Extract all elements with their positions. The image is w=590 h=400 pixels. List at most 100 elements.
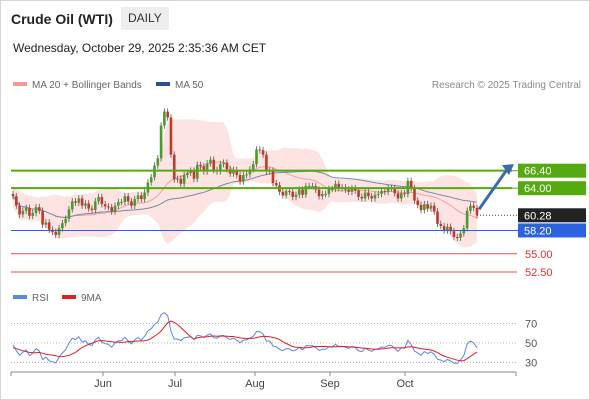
candle-body (475, 207, 479, 216)
timeframe-badge[interactable]: DAILY (121, 7, 169, 30)
last-price-box (518, 208, 586, 223)
candle-body (87, 203, 90, 209)
candle-body (274, 183, 278, 186)
candle (380, 187, 383, 198)
candle (107, 203, 110, 211)
candle (360, 193, 364, 202)
candle (396, 190, 400, 202)
ma50-swatch (156, 82, 170, 87)
candle-body (255, 149, 258, 165)
candle-body (446, 226, 449, 231)
candle (67, 206, 71, 223)
candle-body (199, 164, 202, 167)
candle (209, 156, 212, 167)
candle (423, 200, 426, 214)
candle (255, 146, 258, 168)
candle-body (44, 222, 48, 225)
candle (97, 193, 100, 205)
candle-body (156, 158, 160, 166)
candle-body (321, 194, 324, 197)
candle (465, 207, 469, 232)
rsi-ma9-line (12, 320, 478, 362)
candle (90, 205, 94, 214)
candle (242, 171, 245, 185)
candle-body (426, 204, 429, 209)
x-tick-label: Oct (396, 378, 413, 390)
candle (182, 171, 186, 188)
candle-body (347, 189, 350, 192)
candle-body (34, 207, 38, 213)
candle (373, 191, 377, 202)
candle-body (136, 195, 140, 200)
candle-body (110, 207, 114, 212)
candle (41, 207, 44, 228)
candle (429, 202, 433, 212)
candle-body (383, 191, 387, 193)
candle-body (11, 194, 15, 197)
candle-body (24, 207, 28, 211)
resistance-box (518, 181, 586, 196)
candle-body (386, 188, 390, 192)
candle-body (353, 188, 357, 191)
candle (189, 167, 193, 177)
candle (469, 202, 472, 215)
candle (235, 166, 239, 179)
candle (475, 204, 479, 219)
candle (159, 122, 163, 162)
candle-body (373, 194, 377, 199)
candle-body (472, 205, 476, 208)
candle-body (14, 196, 18, 206)
candle (367, 189, 370, 200)
candle-body (179, 178, 183, 184)
candle-body (297, 189, 301, 195)
chart-header: Crude Oil (WTI) DAILY (0, 0, 590, 36)
candle (261, 146, 265, 158)
candle (403, 190, 406, 198)
candle (87, 200, 90, 212)
candle-body (70, 201, 74, 210)
resistance-label: 64.00 (524, 183, 552, 195)
candle-body (195, 164, 199, 179)
candle-body (432, 205, 436, 212)
candle (245, 171, 248, 179)
candle-body (449, 226, 452, 232)
rsi-tick-label: 70 (525, 319, 537, 331)
candle-body (436, 211, 439, 224)
candle (156, 155, 160, 169)
candle (130, 198, 133, 209)
candle-body (334, 183, 337, 189)
candle-body (409, 180, 413, 189)
candle-body (327, 188, 331, 195)
candle (238, 171, 242, 185)
candle-body (360, 196, 364, 199)
candle (11, 190, 15, 200)
candle (205, 160, 209, 175)
candle-body (126, 196, 130, 202)
legend-bb-label: MA 20 + Bollinger Bands (32, 80, 142, 91)
candle (64, 215, 67, 227)
candle (199, 161, 202, 170)
candle (44, 219, 48, 228)
candle-body (317, 189, 321, 197)
candle-body (251, 164, 255, 170)
candle (400, 190, 403, 202)
candle-body (235, 169, 239, 176)
candle (376, 190, 380, 199)
candle-body (380, 191, 383, 195)
candle-body (301, 189, 304, 195)
candle-body (123, 196, 127, 203)
candle-body (143, 192, 146, 200)
candle-body (238, 175, 242, 182)
candle (248, 165, 252, 178)
candle-body (288, 191, 291, 193)
bollinger-band (13, 119, 477, 248)
candle-body (400, 193, 403, 199)
support-box (518, 223, 586, 238)
candle-body (159, 125, 163, 159)
candle (472, 202, 476, 212)
candle (337, 180, 341, 192)
candle-body (357, 190, 360, 197)
candle-body (163, 111, 166, 126)
candle-body (90, 208, 94, 211)
candle (176, 175, 179, 183)
